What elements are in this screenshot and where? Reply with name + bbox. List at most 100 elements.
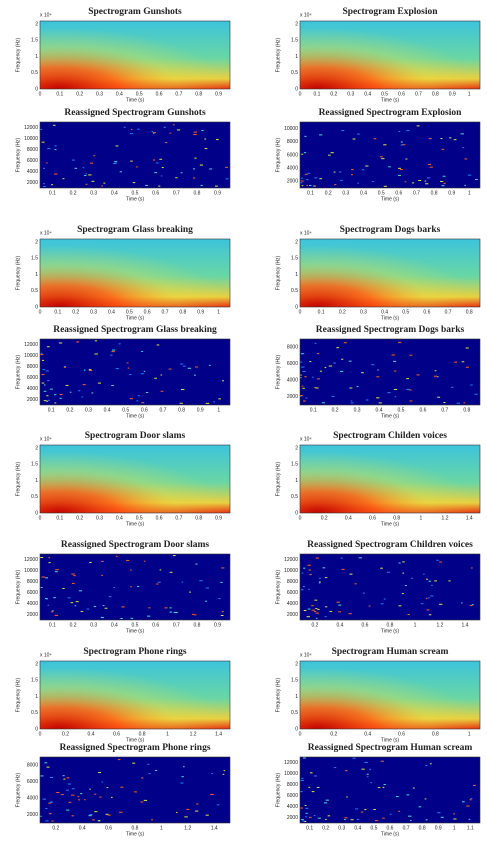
x-tick-label: 0.4 (337, 622, 344, 628)
x-axis-label: Time (s) (126, 97, 144, 103)
panel-title: Spectrogram Human scream (332, 647, 449, 657)
speckle (120, 617, 123, 619)
y-tick-label: 4000 (287, 378, 298, 384)
speckle (302, 820, 305, 822)
x-tick-label: 0.4 (88, 731, 95, 737)
speckle (152, 132, 156, 134)
x-tick-label: 0.5 (132, 622, 139, 628)
speckle (205, 402, 210, 404)
speckle (156, 583, 159, 585)
speckle (397, 167, 401, 169)
x-tick-label: 0.3 (96, 91, 103, 97)
y-tick-label: 0 (295, 726, 298, 732)
speckle (43, 400, 47, 402)
y-tick-label: 2 (35, 239, 38, 245)
panel-title: Spectrogram Glass breaking (77, 225, 193, 235)
speckle (54, 394, 57, 396)
speckle (59, 394, 63, 396)
speckle (143, 370, 146, 372)
speckle (344, 818, 346, 820)
speckle (395, 796, 399, 798)
speckle (340, 179, 343, 181)
speckle (464, 184, 467, 186)
speckle (113, 587, 116, 589)
speckle (304, 173, 308, 175)
x-tick-label: 0.2 (76, 515, 83, 521)
speckle (328, 154, 331, 156)
speckle (341, 130, 345, 132)
panel-title: Reassigned Spectrogram Explosion (319, 108, 463, 118)
speckle (88, 174, 92, 176)
x-tick-label: 0.2 (70, 622, 77, 628)
speckle (51, 820, 54, 822)
speckle (338, 611, 341, 613)
speckle (120, 786, 124, 788)
x-axis-label: Time (s) (381, 831, 399, 837)
axis-exponent: x 10⁴ (300, 230, 312, 236)
speckle (68, 801, 72, 803)
speckle (48, 557, 51, 559)
speckle (41, 576, 45, 578)
y-tick-label: 1 (295, 272, 298, 278)
axis-exponent: x 10⁴ (40, 230, 52, 236)
speckle (93, 155, 96, 157)
x-tick-label: 0.7 (413, 190, 420, 196)
axis-exponent: x 10⁴ (40, 652, 52, 658)
speckle (84, 799, 86, 801)
y-tick-label: 6000 (27, 779, 38, 785)
speckle (165, 142, 168, 144)
speckle (130, 617, 134, 619)
plot-frame (299, 121, 481, 189)
speckle (155, 162, 159, 164)
x-tick-label: 1 (414, 622, 417, 628)
speckle (43, 384, 46, 386)
speckle (308, 184, 312, 186)
speckle (386, 571, 391, 573)
speckle (113, 163, 117, 165)
speckle (91, 392, 94, 394)
x-tick-label: 0.8 (178, 407, 185, 413)
speckle (474, 393, 478, 395)
y-tick-label: 0 (35, 726, 38, 732)
speckle (89, 788, 91, 790)
y-tick-label: 1 (295, 694, 298, 700)
speckle (141, 777, 144, 779)
y-tick-label: 6000 (27, 158, 38, 164)
plot-area (300, 339, 480, 405)
x-tick-label: 1 (217, 407, 220, 413)
speckle (89, 162, 94, 164)
speckle (59, 397, 62, 399)
speckle (183, 766, 185, 768)
x-tick-label: 0.3 (360, 309, 367, 315)
speckle (406, 794, 410, 796)
speckle (368, 605, 371, 607)
x-tick-label: 0 (39, 515, 42, 521)
y-tick-label: 12000 (24, 557, 38, 563)
speckle (440, 816, 444, 818)
speckle (426, 578, 429, 580)
x-tick-label: 0.5 (370, 825, 377, 831)
speckle (429, 166, 433, 168)
speckle (470, 798, 473, 800)
speckle (199, 164, 204, 166)
plot-frame (299, 756, 481, 824)
x-axis-label: Time (s) (126, 413, 144, 419)
speckle (316, 786, 320, 788)
y-tick-label: 0.5 (291, 288, 298, 294)
speckle (51, 610, 54, 612)
x-tick-label: 0.6 (419, 407, 426, 413)
speckle (354, 583, 357, 585)
speckle (301, 153, 304, 155)
speckle (106, 787, 109, 789)
plot-frame (299, 238, 481, 308)
speckle (433, 375, 438, 377)
y-axis-label: Frequency (Hz) (15, 569, 21, 604)
y-axis-label: Frequency (Hz) (275, 137, 281, 172)
speckle (63, 778, 66, 780)
speckle (327, 815, 331, 817)
x-tick-label: 0.8 (463, 407, 470, 413)
speckle (126, 362, 129, 364)
speckle (49, 776, 54, 778)
speckle (54, 402, 57, 404)
